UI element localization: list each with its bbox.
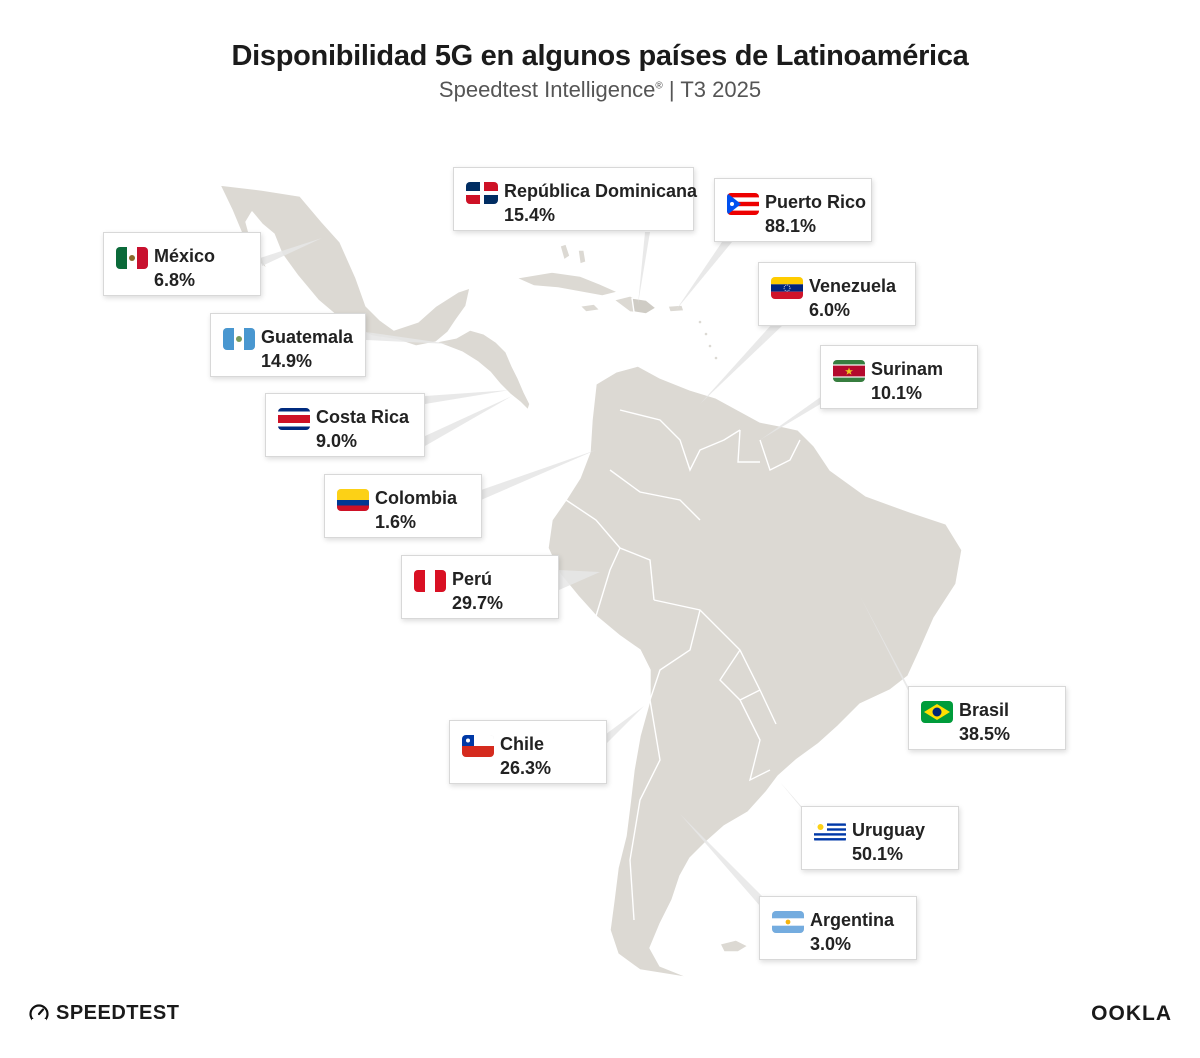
ookla-logo: OOKLA (1091, 1002, 1172, 1025)
country-name: Puerto Rico (765, 192, 867, 212)
callout-uruguay: Uruguay 50.1% (801, 806, 959, 870)
callout-republica-dominicana: República Dominicana 15.4% (453, 167, 698, 231)
country-name: México (154, 246, 216, 266)
venezuela-flag-icon (771, 277, 803, 299)
callout-argentina: Argentina 3.0% (759, 896, 917, 960)
country-name: Costa Rica (316, 407, 410, 427)
puerto-rico-shape (667, 304, 685, 313)
subtitle-registered-mark: ® (655, 80, 663, 92)
callout-puerto-rico: Puerto Rico 88.1% (714, 178, 872, 242)
country-name: Uruguay (852, 820, 926, 840)
country-value: 3.0% (810, 934, 852, 954)
chile-flag-icon (462, 735, 494, 757)
jamaica-shape (579, 303, 601, 313)
speedometer-icon (29, 1003, 49, 1024)
country-value: 29.7% (452, 593, 504, 613)
uruguay-flag-icon (814, 821, 846, 843)
callout-costa-rica: Costa Rica 9.0% (265, 393, 425, 457)
subtitle-source: Speedtest Intelligence (438, 77, 656, 102)
country-name: Venezuela (809, 276, 897, 296)
dominican-republic-flag-icon (466, 182, 498, 204)
country-value: 26.3% (500, 758, 552, 778)
page-title: Disponibilidad 5G en algunos países de L… (231, 40, 969, 72)
country-value: 6.0% (809, 300, 851, 320)
cuba-shape (515, 271, 619, 297)
suriname-flag-icon (833, 360, 865, 382)
country-name: Colombia (375, 488, 458, 508)
costa-rica-flag-icon (278, 408, 310, 430)
country-value: 10.1% (871, 383, 923, 403)
callout-colombia: Colombia 1.6% (324, 474, 482, 538)
puerto-rico-flag-icon (727, 193, 759, 215)
country-value: 14.9% (261, 351, 313, 371)
colombia-flag-icon (337, 489, 369, 511)
country-name: República Dominicana (504, 181, 698, 201)
callout-venezuela: Venezuela 6.0% (758, 262, 916, 326)
central-america-shape (435, 329, 531, 411)
brazil-flag-icon (921, 701, 953, 723)
callout-guatemala: Guatemala 14.9% (210, 313, 366, 377)
chart-header: Disponibilidad 5G en algunos países de L… (0, 40, 1200, 103)
callout-mexico: México 6.8% (103, 232, 261, 296)
speedtest-logo: SPEEDTEST (28, 1002, 179, 1025)
country-name: Perú (452, 569, 493, 589)
country-name: Chile (500, 734, 545, 754)
page-subtitle: Speedtest Intelligence® | T3 2025 (0, 77, 1200, 103)
country-value: 9.0% (316, 431, 358, 451)
callout-brasil: Brasil 38.5% (908, 686, 1066, 750)
south-america-shape (547, 365, 963, 979)
country-value: 1.6% (375, 512, 417, 532)
country-name: Brasil (959, 700, 1010, 720)
callout-chile: Chile 26.3% (449, 720, 607, 784)
country-value: 50.1% (852, 844, 904, 864)
subtitle-period: | T3 2025 (662, 77, 762, 102)
mexico-flag-icon (116, 247, 148, 269)
country-value: 6.8% (154, 270, 196, 290)
callout-surinam: Surinam 10.1% (820, 345, 978, 409)
country-value: 88.1% (765, 216, 817, 236)
argentina-flag-icon (772, 911, 804, 933)
country-name: Guatemala (261, 327, 354, 347)
country-name: Surinam (871, 359, 944, 379)
callout-peru: Perú 29.7% (401, 555, 559, 619)
guatemala-flag-icon (223, 328, 255, 350)
peru-flag-icon (414, 570, 446, 592)
country-name: Argentina (810, 910, 895, 930)
country-value: 15.4% (504, 205, 556, 225)
dominican-shape (631, 297, 657, 315)
speedtest-logo-text: SPEEDTEST (56, 1002, 180, 1024)
country-value: 38.5% (959, 724, 1011, 744)
